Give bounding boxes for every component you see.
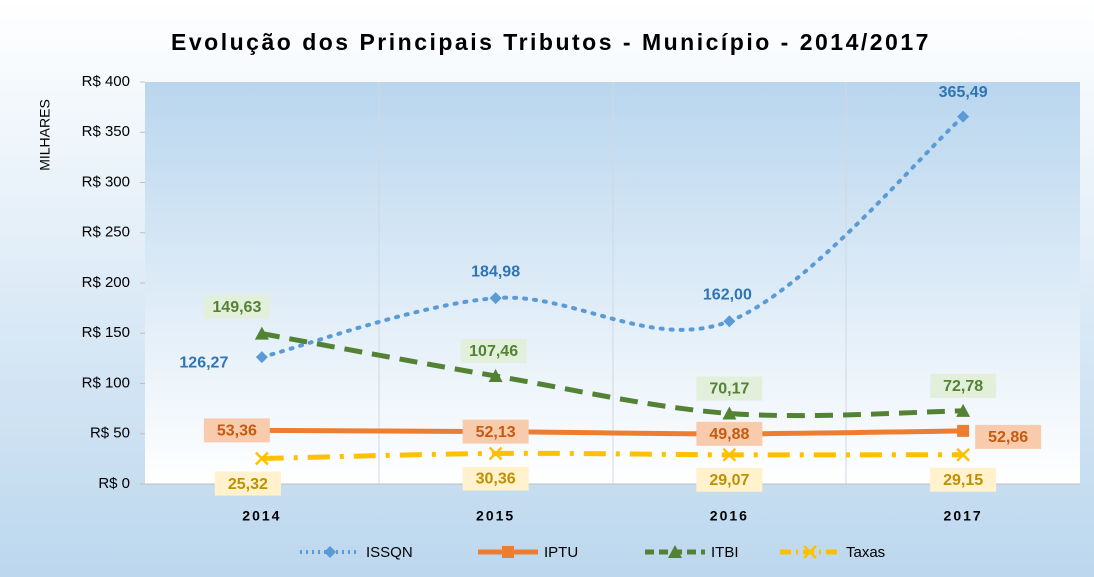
marker (324, 546, 336, 558)
marker (254, 451, 269, 466)
data-label: 29,07 (709, 472, 749, 489)
data-label-box (203, 294, 270, 319)
x-tick-label: 2017 (944, 508, 983, 524)
marker (803, 545, 817, 559)
x-tick-label: 2014 (242, 508, 281, 524)
marker (957, 110, 970, 123)
y-tick-label: R$ 0 (98, 475, 130, 492)
marker (489, 292, 502, 305)
marker (723, 315, 736, 328)
marker (956, 447, 971, 462)
data-label: 162,00 (703, 286, 752, 303)
marker (956, 403, 971, 417)
marker (502, 546, 514, 558)
data-label-box (930, 373, 997, 398)
legend-label: ITBI (711, 544, 739, 561)
y-tick-label: R$ 50 (90, 425, 130, 442)
marker (255, 351, 268, 364)
series: 53,36 52,13 49,88 52,86 (203, 418, 1042, 449)
y-tick-label: R$ 300 (82, 173, 130, 190)
data-label: 126,27 (179, 354, 228, 371)
data-label-box (696, 376, 763, 401)
y-tick-label: R$ 350 (82, 123, 130, 140)
marker (957, 424, 970, 437)
data-label: 184,98 (471, 263, 520, 280)
data-label: 49,88 (709, 426, 749, 443)
marker (722, 447, 737, 462)
y-axis-label: MILHARES (37, 99, 53, 171)
y-tick-label: R$ 250 (82, 224, 130, 241)
data-label: 107,46 (469, 343, 518, 360)
data-label: 52,13 (476, 424, 516, 441)
y-tick-label: R$ 400 (82, 73, 130, 90)
data-label-box (975, 424, 1042, 449)
data-label: 29,15 (943, 472, 983, 489)
data-label: 30,36 (476, 471, 516, 488)
data-label-box (696, 421, 763, 446)
data-label: 25,32 (228, 476, 268, 493)
legend-label: Taxas (846, 544, 885, 561)
data-label-box (460, 339, 527, 364)
data-label: 70,17 (709, 381, 749, 398)
x-tick-label: 2016 (710, 508, 749, 524)
chart-title: Evolução dos Principais Tributos - Munic… (171, 29, 931, 55)
marker (722, 406, 737, 420)
series: 25,32 30,36 29,07 29,15 (214, 446, 997, 496)
data-label-box (203, 418, 270, 443)
y-tick-label: R$ 200 (82, 274, 130, 291)
series-line (261, 427, 964, 437)
data-label-box (462, 419, 529, 444)
legend-item: Taxas (780, 544, 885, 561)
legend-item: ITBI (645, 544, 739, 561)
data-label-box (930, 467, 997, 492)
legend-item: ISSQN (300, 544, 413, 561)
legend-item: IPTU (478, 544, 578, 561)
x-tick-label: 2015 (476, 508, 515, 524)
marker (488, 446, 503, 461)
series: 126,27 184,98 162,00 365,49 (179, 84, 988, 371)
series-line (261, 450, 964, 462)
marker (668, 545, 682, 558)
data-label-box (214, 471, 281, 496)
legend-label: ISSQN (366, 544, 413, 561)
data-label-box (696, 467, 763, 492)
y-tick-label: R$ 100 (82, 374, 130, 391)
marker (254, 326, 269, 340)
data-label-box (462, 466, 529, 491)
marker (488, 369, 503, 383)
data-label: 149,63 (212, 299, 261, 316)
data-label: 72,78 (943, 378, 983, 395)
data-label: 365,49 (939, 84, 988, 101)
series: 149,63 107,46 70,17 72,78 (203, 294, 997, 420)
data-label: 52,86 (988, 429, 1028, 446)
series-line (261, 331, 964, 419)
data-label: 53,36 (217, 423, 257, 440)
legend-label: IPTU (544, 544, 578, 561)
y-tick-label: R$ 150 (82, 324, 130, 341)
